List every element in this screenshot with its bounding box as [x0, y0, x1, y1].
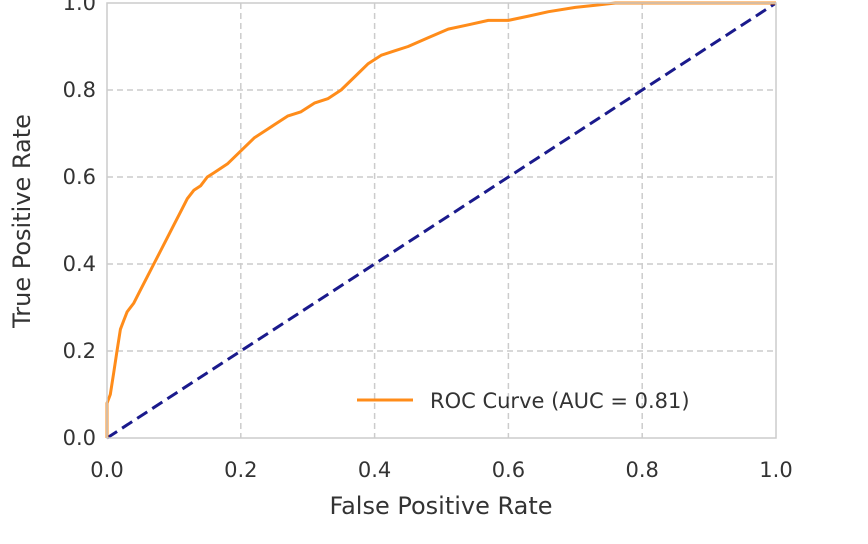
y-tick-label: 0.0: [63, 426, 96, 450]
legend-label-roc: ROC Curve (AUC = 0.81): [430, 389, 690, 413]
y-tick-label: 0.8: [63, 78, 96, 102]
x-tick-label: 0.8: [625, 458, 658, 482]
y-tick-label: 1.0: [63, 0, 96, 15]
y-tick-label: 0.2: [63, 339, 96, 363]
series-group: [105, 1, 777, 440]
x-tick-label: 0.4: [358, 458, 391, 482]
y-tick-label: 0.4: [63, 252, 96, 276]
x-tick-label: 1.0: [759, 458, 792, 482]
x-axis-label: False Positive Rate: [329, 492, 552, 520]
y-tick-labels: 0.0 0.2 0.4 0.6 0.8 1.0: [63, 0, 96, 450]
y-tick-label: 0.6: [63, 165, 96, 189]
plot-frame: [106, 2, 777, 439]
chance-diagonal-line: [106, 1, 777, 440]
grid: [107, 3, 776, 438]
y-axis-label: True Positive Rate: [8, 114, 36, 329]
roc-curve-line: [105, 1, 776, 438]
x-tick-labels: 0.0 0.2 0.4 0.6 0.8 1.0: [90, 458, 792, 482]
legend: ROC Curve (AUC = 0.81): [357, 389, 690, 413]
x-tick-label: 0.6: [492, 458, 525, 482]
x-tick-label: 0.2: [224, 458, 257, 482]
x-tick-label: 0.0: [90, 458, 123, 482]
